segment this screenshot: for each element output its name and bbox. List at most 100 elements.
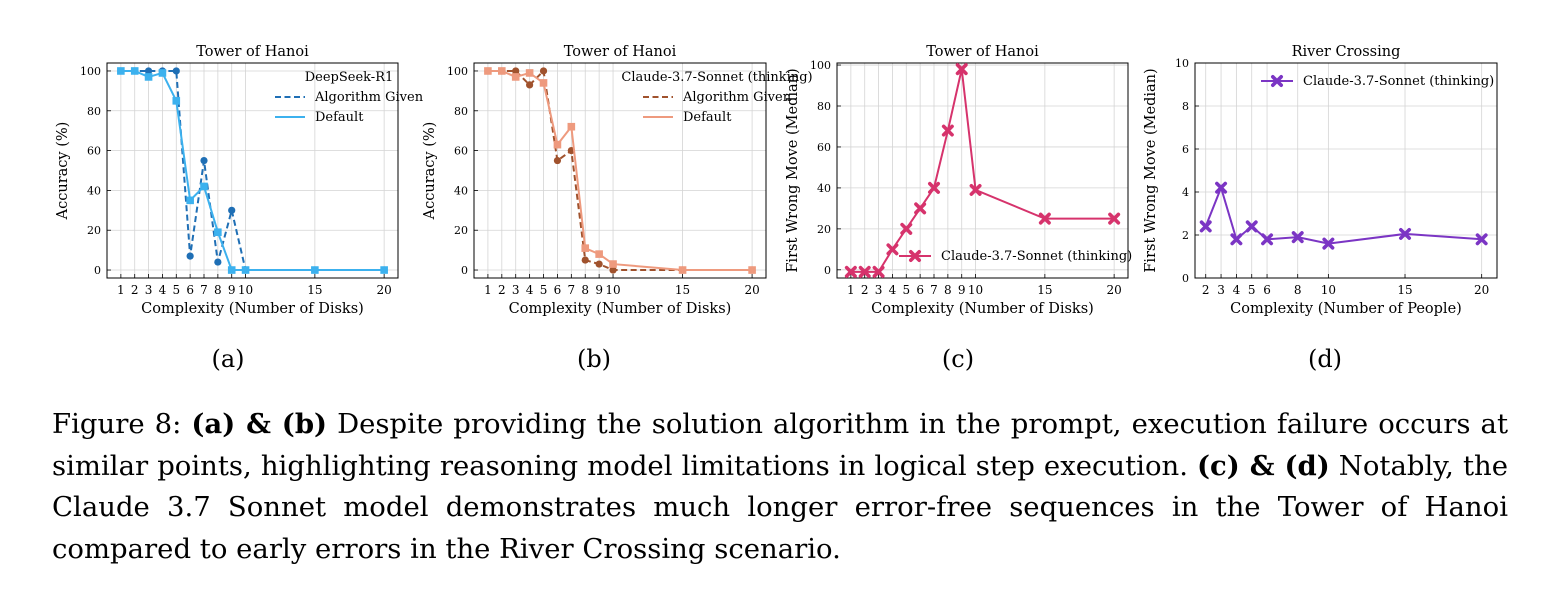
data-point [941,124,954,137]
y-tick-label: 80 [817,100,831,113]
data-point [512,67,520,75]
x-tick-label: 3 [1217,283,1225,297]
data-point [228,206,236,214]
y-axis-label: Accuracy (%) [55,122,71,221]
subfigure-label: (c) [942,345,974,373]
x-tick-label: 2 [498,283,506,297]
data-point [609,260,617,268]
data-point [1399,227,1412,240]
x-tick-label: 8 [214,283,222,297]
subfigure-label: (b) [577,345,611,373]
data-point [1199,220,1212,233]
x-tick-label: 6 [554,283,562,297]
x-tick-label: 3 [512,283,520,297]
data-point [1291,231,1304,244]
y-tick-label: 60 [817,141,831,154]
y-tick-label: 40 [87,184,101,197]
x-tick-label: 15 [675,283,690,297]
data-point [186,252,194,260]
x-tick-label: 10 [1321,283,1336,297]
caption-cd-label: (c) & (d) [1197,449,1330,482]
series-line [850,68,1115,273]
x-axis-label: Complexity (Number of Disks) [871,301,1094,317]
data-point [609,266,617,274]
x-tick-label: 2 [861,283,869,297]
data-point [144,67,153,75]
y-tick-label: 2 [1182,229,1189,242]
data-point [498,67,506,75]
y-tick-label: 100 [810,59,831,72]
x-tick-label: 7 [930,283,938,297]
x-tick-label: 1 [484,283,492,297]
data-point [581,256,589,264]
caption-cd-text: Notably, the Claude 3.7 Sonnet model dem… [52,449,1509,565]
x-tick-label: 6 [186,283,194,297]
subfigure-label: (a) [211,345,244,373]
data-point [130,67,139,75]
x-tick-label: 15 [1397,283,1412,297]
chart-title: Tower of Hanoi [196,44,309,60]
y-tick-label: 100 [80,65,101,78]
x-tick-label: 2 [1202,283,1210,297]
data-point [1271,75,1283,87]
legend-label: Claude-3.7-Sonnet (thinking) [941,249,1132,264]
x-tick-label: 4 [889,283,897,297]
chart-title: River Crossing [1292,44,1401,60]
y-tick-label: 20 [817,223,831,236]
data-point [144,73,153,81]
x-tick-label: 15 [1037,283,1052,297]
data-point [955,63,968,76]
y-axis-label: Accuracy (%) [422,122,438,221]
data-point [595,260,603,268]
caption-ab-text: Despite providing the solution algorithm… [52,408,1508,482]
data-point [748,266,756,274]
x-tick-label: 7 [568,283,576,297]
data-point [914,202,927,215]
x-tick-label: 2 [131,283,139,297]
plot-frame [1194,62,1498,279]
legend-label: Default [683,110,732,125]
legend-title: DeepSeek-R1 [305,70,394,85]
x-tick-label: 5 [1248,283,1256,297]
data-point [969,183,982,196]
chart-panel-1: 1 2 3 4 5 6 7 8 9 10 15 20 0 20 40 60 80 100 Tower of Hano… [55,44,424,373]
y-tick-label: 4 [1182,186,1189,199]
x-tick-label: 8 [944,283,952,297]
y-tick-label: 40 [817,182,831,195]
data-point [539,79,548,87]
y-tick-label: 80 [87,105,101,118]
legend-label: Claude-3.7-Sonnet (thinking) [1303,74,1494,89]
legend: Claude-3.7-Sonnet (thinking) Algorithm Gi… [621,70,812,125]
legend: Claude-3.7-Sonnet (thinking) [1261,74,1494,89]
x-tick-label: 4 [159,283,167,297]
data-point [214,228,222,237]
x-tick-label: 4 [526,283,534,297]
series-2 [484,67,756,274]
data-point [567,122,576,131]
data-point [1230,233,1243,246]
x-axis-label: Complexity (Number of People) [1230,301,1462,317]
x-tick-label: 8 [581,283,589,297]
data-point [553,156,562,165]
y-tick-label: 100 [447,65,468,78]
data-point [241,266,250,274]
legend-label: Algorithm Given [682,90,792,105]
legend: DeepSeek-R1 Algorithm Given Default [275,70,424,125]
x-tick-label: 20 [744,283,759,297]
x-tick-label: 4 [1233,283,1241,297]
x-tick-label: 1 [847,283,855,297]
x-tick-label: 7 [200,283,208,297]
data-point [484,67,492,75]
y-tick-label: 80 [454,105,468,118]
series-2 [117,67,388,274]
x-tick-label: 10 [605,283,620,297]
data-point [1245,220,1258,233]
y-tick-label: 10 [1175,57,1189,70]
chart-title: Tower of Hanoi [926,44,1039,60]
legend-label: Algorithm Given [314,90,424,105]
x-tick-label: 6 [1263,283,1271,297]
y-tick-label: 0 [461,264,468,277]
caption-prefix: Figure 8: [52,408,192,440]
x-tick-label: 20 [1107,283,1122,297]
